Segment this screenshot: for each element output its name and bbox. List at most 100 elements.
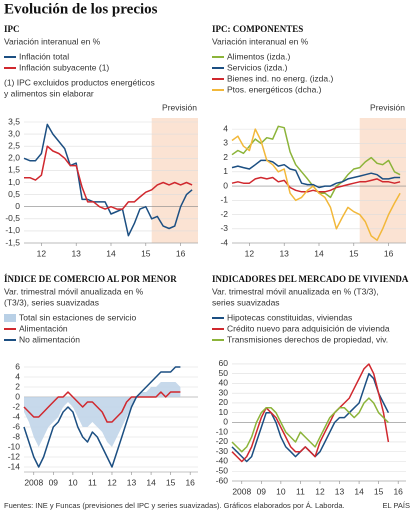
chart-note: (1) IPC excluidos productos energéticos <box>4 77 155 87</box>
x-tick-label: 14 <box>354 486 364 496</box>
y-tick-label: 3 <box>223 138 228 148</box>
x-tick-label: 16 <box>185 477 195 487</box>
y-tick-label: 2 <box>15 381 20 391</box>
y-tick-label: 1,5 <box>8 165 20 175</box>
y-tick-label: 10 <box>219 407 229 417</box>
y-tick-label: -14 <box>8 461 21 471</box>
legend-label: Alimentos (izda.) <box>227 51 290 61</box>
x-tick-label: 11 <box>88 477 97 487</box>
x-tick-label: 15 <box>166 477 176 487</box>
footer-brand: EL PAÍS <box>382 501 410 510</box>
x-tick-label: 15 <box>141 248 151 258</box>
x-tick-label: 12 <box>107 477 117 487</box>
y-tick-label: -4 <box>220 237 228 247</box>
y-tick-label: 30 <box>219 387 229 397</box>
y-tick-label: 1,0 <box>8 177 20 187</box>
y-tick-label: -8 <box>12 431 20 441</box>
y-tick-label: 1 <box>223 166 228 176</box>
legend-label: Transmisiones derechos de propiedad, viv… <box>227 334 388 344</box>
x-tick-label: 09 <box>257 486 267 496</box>
y-tick-label: 3,0 <box>8 128 20 138</box>
forecast-label: Previsión <box>162 102 197 112</box>
x-tick-label: 09 <box>49 477 59 487</box>
legend-label: No alimentación <box>19 334 80 344</box>
x-tick-label: 15 <box>374 486 384 496</box>
legend-label: Inflación total <box>19 51 69 61</box>
x-tick-label: 16 <box>384 248 394 258</box>
legend-label: Servicios (izda.) <box>227 62 288 72</box>
page-title: Evolución de los precios <box>4 1 158 17</box>
y-tick-label: -40 <box>216 456 229 466</box>
y-tick-label: 2,0 <box>8 153 20 163</box>
footer-source: Fuentes: INE y Funcas (previsiones del I… <box>4 501 345 510</box>
legend-label: Bienes ind. no energ. (izda.) <box>227 73 333 83</box>
y-tick-label: 2 <box>223 152 228 162</box>
line <box>23 391 181 423</box>
line <box>231 128 401 241</box>
x-tick-label: 2008 <box>232 486 251 496</box>
y-tick-label: 40 <box>219 378 229 388</box>
y-tick-label: 3,5 <box>8 116 20 126</box>
forecast-label: Previsión <box>370 102 405 112</box>
line <box>231 363 390 463</box>
chart-subtitle: (T3/3), series suavizadas <box>4 297 99 307</box>
line <box>231 372 390 463</box>
legend-label: Inflación subyacente (1) <box>19 62 109 72</box>
y-tick-label: -50 <box>216 465 229 475</box>
chart-subtitle: Variación interanual en % <box>212 36 309 46</box>
y-tick-label: 50 <box>219 368 229 378</box>
y-tick-label: -12 <box>8 451 21 461</box>
line <box>24 145 193 210</box>
y-tick-label: -30 <box>216 446 229 456</box>
y-tick-label: -3 <box>220 223 228 233</box>
y-tick-label: -6 <box>12 421 20 431</box>
chart-subtitle: Var. trimestral móvil anualizada en % <box>4 286 144 296</box>
x-tick-label: 12 <box>37 248 47 258</box>
line <box>231 176 401 193</box>
x-tick-label: 14 <box>106 248 116 258</box>
x-tick-label: 15 <box>349 248 359 258</box>
x-tick-label: 13 <box>279 248 289 258</box>
x-tick-label: 12 <box>245 248 255 258</box>
legend-label: Hipotecas constituidas, viviendas <box>227 312 352 322</box>
legend-label: Ptos. energéticos (dcha.) <box>227 84 322 94</box>
chart-note: y alimentos sin elaborar <box>4 88 94 98</box>
y-tick-label: 0 <box>15 391 20 401</box>
area <box>24 382 181 447</box>
y-tick-label: 0,5 <box>8 189 20 199</box>
chart-subtitle: Variación interanual en % <box>4 36 101 46</box>
y-tick-label: 0 <box>15 201 20 211</box>
legend-label: Crédito nuevo para adquisición de vivien… <box>227 323 390 333</box>
y-tick-label: -4 <box>12 411 20 421</box>
line <box>231 397 389 453</box>
legend-swatch <box>4 314 16 322</box>
x-tick-label: 14 <box>146 477 156 487</box>
y-tick-label: -10 <box>216 426 229 436</box>
x-tick-label: 2008 <box>24 477 43 487</box>
x-tick-label: 10 <box>68 477 78 487</box>
y-tick-label: -1,5 <box>5 237 20 247</box>
forecast-band <box>151 118 198 243</box>
chart-subtitle: series suavizadas <box>212 297 280 307</box>
y-tick-label: 2,5 <box>8 140 20 150</box>
y-tick-label: -1,0 <box>5 225 20 235</box>
y-tick-label: 20 <box>219 397 229 407</box>
y-tick-label: -2 <box>12 401 20 411</box>
chart-title: IPC <box>4 24 20 34</box>
x-tick-label: 16 <box>176 248 186 258</box>
y-tick-label: 60 <box>219 358 229 368</box>
x-tick-label: 10 <box>276 486 286 496</box>
y-tick-label: -20 <box>216 436 229 446</box>
y-tick-label: 6 <box>15 361 20 371</box>
x-tick-label: 12 <box>315 486 325 496</box>
y-tick-label: 4 <box>15 371 20 381</box>
y-tick-label: 0 <box>223 180 228 190</box>
chart-title: IPC: COMPONENTES <box>212 24 303 34</box>
x-tick-label: 11 <box>296 486 305 496</box>
y-tick-label: -0,5 <box>5 213 20 223</box>
x-tick-label: 13 <box>335 486 345 496</box>
chart-title: ÍNDICE DE COMERCIO AL POR MENOR <box>4 274 177 284</box>
chart-title: INDICADORES DEL MERCADO DE VIVIENDA <box>212 274 409 284</box>
y-tick-label: 4 <box>223 123 228 133</box>
